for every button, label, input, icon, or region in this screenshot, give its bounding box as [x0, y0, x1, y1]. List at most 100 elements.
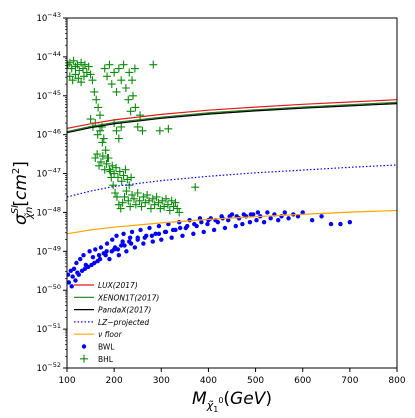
- bhl-point: [131, 103, 140, 112]
- bwl-point: [265, 210, 270, 215]
- bhl-point: [121, 165, 130, 174]
- bwl-point: [180, 233, 185, 238]
- bhl-point: [107, 80, 116, 89]
- bhl-point: [126, 107, 135, 116]
- series-bwl: [67, 210, 353, 289]
- bhl-point: [90, 87, 99, 96]
- bwl-point: [124, 249, 129, 254]
- bhl-point: [125, 68, 134, 77]
- bwl-point: [141, 241, 146, 246]
- bhl-point: [114, 64, 123, 73]
- x-tick-label: 600: [294, 376, 311, 386]
- bwl-point: [98, 245, 104, 250]
- bwl-point: [328, 221, 334, 227]
- bwl-point: [169, 235, 174, 240]
- bhl-point: [100, 64, 109, 73]
- bwl-point: [149, 233, 155, 238]
- bwl-point: [282, 210, 287, 215]
- bhl-point: [92, 95, 101, 104]
- bhl-point: [77, 78, 86, 87]
- bhl-point: [117, 122, 126, 131]
- bwl-point: [191, 231, 196, 237]
- legend-label: LZ−projected: [98, 318, 149, 327]
- bhl-point: [163, 200, 172, 209]
- bwl-point: [81, 253, 86, 258]
- bhl-point: [106, 167, 115, 176]
- bwl-point: [240, 221, 245, 227]
- bwl-point: [159, 237, 164, 242]
- y-tick-label: 10−43: [36, 11, 61, 24]
- bhl-point: [114, 134, 123, 143]
- bwl-point: [309, 218, 315, 223]
- bhl-point: [71, 62, 80, 71]
- bhl-point: [129, 194, 138, 203]
- legend-item: ν floor: [74, 330, 123, 339]
- bhl-point: [141, 198, 150, 207]
- bhl-point: [148, 194, 157, 203]
- bhl-point: [79, 72, 88, 81]
- legend-label: BHL: [98, 355, 114, 364]
- bhl-point: [77, 58, 86, 67]
- series-bhl: [67, 56, 200, 217]
- bhl-point: [98, 152, 107, 161]
- bwl-point: [147, 225, 152, 231]
- bhl-point: [158, 196, 167, 205]
- bwl-point: [67, 272, 71, 277]
- x-tick-label: 800: [388, 376, 405, 386]
- bwl-point: [199, 219, 204, 225]
- y-axis-label: σSI χ̃n[cm2]: [10, 161, 35, 225]
- bhl-point: [88, 76, 97, 85]
- bhl-point: [96, 111, 104, 120]
- bhl-point: [135, 196, 144, 205]
- bwl-point: [104, 249, 109, 254]
- bhl-point: [119, 171, 128, 180]
- y-tick-label: 10−48: [36, 205, 61, 218]
- x-tick-label: 300: [153, 376, 170, 386]
- bhl-point: [67, 60, 72, 69]
- bhl-point: [120, 192, 129, 201]
- bhl-point: [68, 76, 77, 85]
- bhl-point: [127, 173, 136, 182]
- bwl-point: [248, 212, 254, 217]
- bwl-point: [138, 227, 143, 233]
- bhl-point: [109, 181, 118, 190]
- bwl-point: [120, 239, 125, 244]
- bhl-point: [110, 169, 119, 178]
- bhl-point: [121, 84, 130, 92]
- bhl-point: [113, 173, 122, 182]
- bhl-point: [98, 138, 107, 147]
- bhl-point: [165, 206, 174, 215]
- bhl-point: [73, 60, 82, 69]
- bhl-point: [95, 161, 104, 170]
- bwl-point: [90, 254, 96, 260]
- bwl-point: [86, 264, 91, 270]
- bwl-point: [338, 221, 343, 227]
- bhl-point: [114, 200, 123, 209]
- bhl-point: [118, 198, 127, 207]
- bhl-point: [133, 189, 142, 197]
- bhl-point: [116, 204, 125, 213]
- bhl-point: [124, 95, 133, 104]
- bwl-point: [75, 270, 80, 275]
- legend-item: PandaX(2017): [74, 306, 151, 315]
- y-tick-label: 10−47: [36, 167, 61, 180]
- bwl-point: [110, 237, 115, 242]
- bwl-point: [177, 225, 183, 231]
- bhl-point: [79, 64, 88, 73]
- bhl-point: [110, 68, 119, 77]
- legend-label: BWL: [98, 343, 115, 352]
- bhl-point: [162, 194, 170, 203]
- bhl-point: [119, 60, 128, 69]
- line-lux-2017-: [67, 99, 397, 129]
- bhl-point: [191, 183, 200, 192]
- bhl-point: [93, 150, 102, 159]
- legend-swatch: [80, 354, 88, 363]
- bwl-point: [347, 219, 353, 225]
- bhl-point: [122, 187, 131, 196]
- bwl-point: [103, 253, 108, 258]
- bhl-point: [129, 91, 137, 100]
- bhl-point: [130, 64, 139, 73]
- bhl-point: [146, 204, 155, 213]
- legend-item: XENON1T(2017): [74, 293, 159, 302]
- bhl-point: [173, 204, 182, 213]
